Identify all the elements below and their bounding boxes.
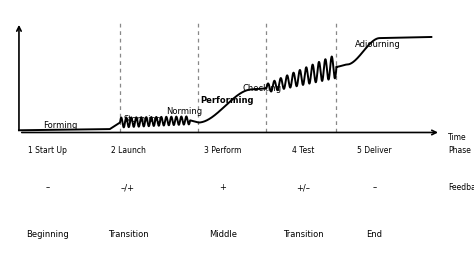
Text: 1 Start Up: 1 Start Up	[28, 146, 67, 155]
Text: –: –	[46, 183, 49, 192]
Text: –: –	[373, 183, 376, 192]
Text: Storming: Storming	[124, 115, 162, 124]
Text: Phase: Phase	[448, 146, 471, 155]
Text: +: +	[219, 183, 226, 192]
Text: Checking: Checking	[243, 84, 282, 93]
Text: 5 Deliver: 5 Deliver	[357, 146, 392, 155]
Text: Transition: Transition	[283, 230, 324, 239]
Text: End: End	[366, 230, 383, 239]
Text: 2 Launch: 2 Launch	[110, 146, 146, 155]
Text: Norming: Norming	[166, 107, 202, 116]
Text: 3 Perform: 3 Perform	[204, 146, 241, 155]
Text: Performing: Performing	[201, 96, 254, 105]
Text: Beginning: Beginning	[26, 230, 69, 239]
Text: Transition: Transition	[108, 230, 148, 239]
Text: Forming: Forming	[43, 121, 77, 130]
Text: –/+: –/+	[121, 183, 135, 192]
Text: Time: Time	[448, 134, 466, 142]
Text: Adjourning: Adjourning	[355, 39, 401, 49]
Text: +/–: +/–	[296, 183, 310, 192]
Text: Feedback: Feedback	[448, 183, 474, 192]
Text: 4 Test: 4 Test	[292, 146, 315, 155]
Text: Middle: Middle	[209, 230, 237, 239]
